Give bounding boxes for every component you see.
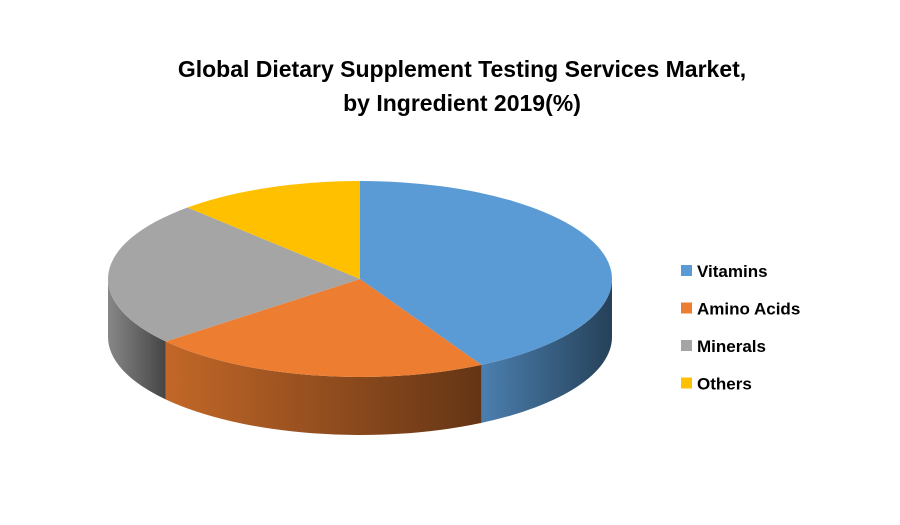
pie-sides (108, 279, 612, 435)
pie-slice-minerals (107, 207, 360, 342)
chart-title-line-2: by Ingredient 2019(%) (343, 90, 581, 116)
legend-label-minerals: Minerals (697, 337, 766, 356)
legend-swatch-vitamins (681, 265, 692, 276)
pie-side-vitamins (481, 279, 612, 423)
pie-slice-amino-acids (165, 279, 482, 377)
legend-label-amino-acids: Amino Acids (697, 300, 800, 319)
pie-side-amino-acids (165, 341, 482, 435)
legend-label-vitamins: Vitamins (697, 262, 768, 281)
legend-swatch-minerals (681, 340, 692, 351)
chart-title-line-1: Global Dietary Supplement Testing Servic… (178, 56, 746, 82)
legend-label-others: Others (697, 375, 752, 394)
legend-swatch-amino-acids (681, 302, 692, 314)
legend-swatch-others (681, 377, 692, 389)
legend: Vitamins Amino Acids Minerals Others (681, 262, 800, 394)
pie-slices (107, 181, 613, 377)
chart-title: Global Dietary Supplement Testing Servic… (178, 56, 746, 116)
pie-slice-vitamins (360, 181, 613, 365)
pie-slice-others (187, 181, 360, 279)
pie-side-minerals (108, 279, 166, 400)
